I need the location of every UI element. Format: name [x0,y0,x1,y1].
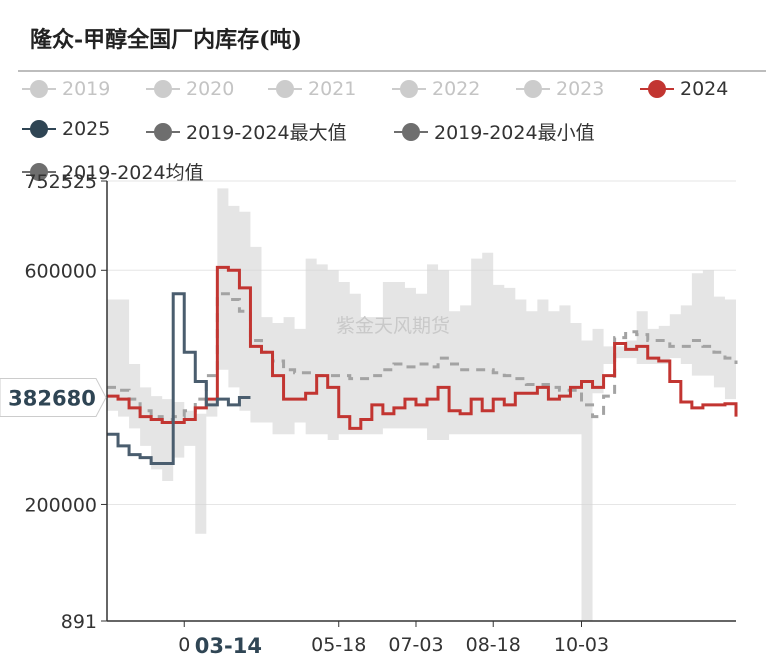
legend-label: 2019-2024最小值 [434,122,595,144]
legend-item-2021[interactable]: 2021 [268,78,356,100]
legend-marker-icon [640,78,674,100]
x-tick-label: 10-03 [554,634,609,656]
legend-label: 2023 [556,78,605,100]
legend-label: 2019 [62,78,111,100]
legend-item-2023[interactable]: 2023 [516,78,604,100]
y-tick-label: 600000 [24,260,97,282]
legend-marker-icon [392,78,426,100]
legend-marker-icon [146,121,180,143]
x-tick-label: 0 [178,634,190,656]
x-tick-label: 07-03 [388,634,443,656]
legend-marker-icon [22,161,56,183]
legend-marker-icon [22,118,56,140]
legend-label: 2025 [62,118,111,140]
legend-label: 2020 [186,78,235,100]
legend-marker-icon [146,78,180,100]
watermark-text: 紫金天风期货 [336,315,450,337]
legend-label: 2024 [680,78,729,100]
series-line-2024 [107,265,738,430]
legend-marker-icon [516,78,550,100]
legend-item-2019-2024最小值[interactable]: 2019-2024最小值 [394,118,595,145]
legend-label: 2021 [308,78,357,100]
legend-marker-icon [394,121,428,143]
y-tick-label: 891 [61,611,97,633]
legend-marker-icon [268,78,302,100]
x-tick-label: 05-18 [311,634,366,656]
legend-marker-icon [22,78,56,100]
legend-item-2020[interactable]: 2020 [146,78,234,100]
legend-item-2025[interactable]: 2025 [22,118,110,140]
y-tick-label: 200000 [24,494,97,516]
legend-label: 2019-2024均值 [62,162,204,184]
legend-label: 2019-2024最大值 [186,122,347,144]
title-divider [18,70,766,72]
legend-item-2022[interactable]: 2022 [392,78,480,100]
chart-title: 隆众-甲醇全国厂内库存(吨) [30,27,302,53]
legend-item-2019[interactable]: 2019 [22,78,110,100]
y-pointer-label: 382680 [8,387,96,411]
series-line-2019-2024均值 [107,292,738,422]
legend-label: 2022 [432,78,481,100]
series-line-2025 [107,292,251,465]
legend-item-2019-2024最大值[interactable]: 2019-2024最大值 [146,118,347,145]
legend-item-2024[interactable]: 2024 [640,78,728,100]
y-tick-label: 752525 [24,171,97,193]
legend-item-2019-2024均值[interactable]: 2019-2024均值 [22,158,204,185]
y-pointer-badge [0,378,107,418]
x-pointer-label: 03-14 [195,634,262,658]
x-tick-label: 08-18 [466,634,521,656]
